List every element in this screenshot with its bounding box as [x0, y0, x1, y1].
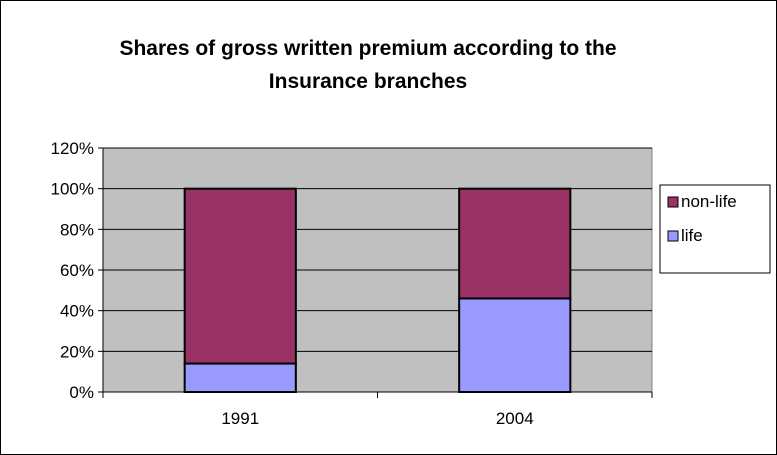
y-tick-label-60: 60% — [60, 261, 94, 280]
bars — [183, 187, 572, 394]
y-tick-label-120: 120% — [51, 139, 94, 158]
legend-label-life: life — [681, 226, 703, 245]
y-tick-label-0: 0% — [69, 383, 94, 402]
legend-swatch-life — [667, 230, 679, 242]
y-tick-label-80: 80% — [60, 220, 94, 239]
chart-title-line-2: Insurance branches — [269, 70, 467, 93]
bar-non-life-2004 — [458, 187, 572, 300]
bar-non-life-1991 — [183, 187, 297, 365]
bar-life-2004 — [458, 297, 572, 394]
y-tick-label-100: 100% — [51, 180, 94, 199]
x-tick-label-2004: 2004 — [496, 409, 534, 428]
y-tick-label-20: 20% — [60, 342, 94, 361]
bar-life-1991 — [183, 362, 297, 393]
axes — [98, 147, 653, 398]
x-tick-labels: 1991 2004 — [221, 409, 533, 428]
y-tick-labels: 0% 20% 40% 60% 80% 100% 120% — [51, 139, 94, 402]
chart-title-line-1: Shares of gross written premium accordin… — [119, 37, 616, 60]
legend-label-non-life: non-life — [681, 192, 737, 211]
y-tick-label-40: 40% — [60, 302, 94, 321]
legend: non-life life — [659, 184, 771, 274]
legend-swatch-non-life — [667, 196, 679, 208]
x-tick-label-1991: 1991 — [221, 409, 259, 428]
